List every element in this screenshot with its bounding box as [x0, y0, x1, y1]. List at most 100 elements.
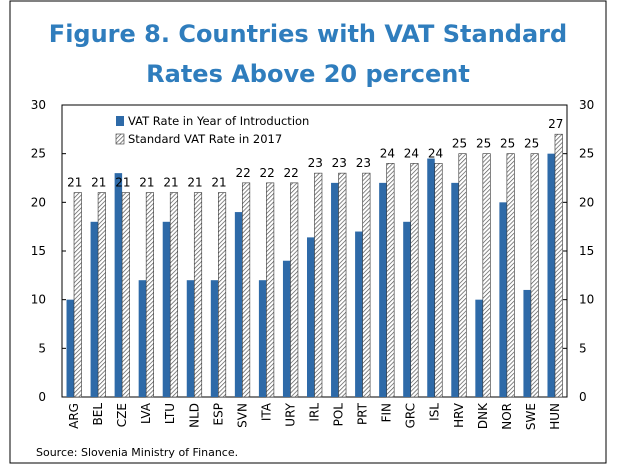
- x-tick-label: LVA: [139, 402, 153, 424]
- bar: [547, 153, 555, 397]
- bar: [499, 202, 507, 397]
- bar: [138, 280, 147, 397]
- bar: [169, 192, 179, 398]
- x-tick-label: ESP: [211, 403, 225, 425]
- bar: [379, 182, 387, 397]
- x-tick-label: PRT: [356, 402, 370, 425]
- x-tick-label: GRC: [404, 403, 418, 428]
- bar: [458, 153, 467, 398]
- bar: [193, 192, 203, 398]
- bar: [403, 221, 411, 397]
- x-tick-label: SWE: [524, 403, 538, 430]
- data-label: 23: [332, 156, 347, 170]
- bar: [482, 153, 491, 398]
- bar: [410, 163, 419, 398]
- data-label: 21: [163, 176, 178, 190]
- bar: [242, 182, 251, 398]
- bar: [186, 280, 195, 397]
- bar: [355, 231, 363, 397]
- bar: [90, 221, 99, 397]
- y2-tick-label: 25: [579, 147, 594, 161]
- y-tick-label: 25: [31, 147, 46, 161]
- source: Source: Slovenia Ministry of Finance.: [36, 446, 238, 459]
- data-label: 23: [356, 156, 371, 170]
- data-label: 25: [500, 137, 515, 151]
- x-tick-label: ARG: [67, 403, 81, 429]
- bar: [234, 212, 243, 397]
- bar: [506, 153, 515, 398]
- data-label: 21: [91, 176, 106, 190]
- legend-swatch: [116, 116, 124, 126]
- x-tick-label: ISL: [428, 403, 442, 421]
- bar: [554, 133, 563, 398]
- x-tick-label: NOR: [500, 403, 514, 430]
- y2-tick-label: 0: [579, 390, 587, 404]
- data-label: 21: [139, 176, 154, 190]
- bar: [258, 280, 267, 397]
- data-label: 25: [476, 137, 491, 151]
- y2-tick-label: 5: [579, 341, 587, 355]
- x-tick-label: CZE: [115, 403, 129, 427]
- bar: [331, 182, 339, 397]
- x-tick-label: LTU: [163, 403, 177, 424]
- data-label: 22: [284, 166, 299, 180]
- legend-label: VAT Rate in Year of Introduction: [128, 114, 309, 128]
- bar: [307, 237, 315, 397]
- bar: [114, 173, 123, 397]
- x-tick-label: FIN: [380, 403, 394, 422]
- data-label: 24: [404, 146, 419, 160]
- bar: [66, 299, 75, 397]
- bar: [73, 192, 82, 398]
- bar: [282, 260, 291, 397]
- bar: [362, 172, 371, 398]
- x-tick-label: POL: [332, 403, 346, 427]
- x-tick-label: BEL: [91, 403, 105, 426]
- bar: [218, 192, 227, 398]
- legend-swatch: [115, 133, 125, 145]
- bar: [162, 221, 171, 397]
- legend-label: Standard VAT Rate in 2017: [128, 132, 282, 146]
- x-tick-label: SVN: [235, 403, 249, 428]
- bar: [210, 280, 219, 397]
- data-label: 24: [428, 146, 443, 160]
- y-tick-label: 0: [38, 390, 46, 404]
- data-label: 21: [67, 176, 82, 190]
- x-tick-label: DNK: [476, 402, 490, 429]
- bar: [451, 182, 459, 397]
- y2-tick-label: 15: [579, 244, 594, 258]
- data-label: 24: [380, 146, 395, 160]
- data-label: 22: [260, 166, 275, 180]
- bar: [145, 192, 154, 398]
- y-tick-label: 15: [31, 244, 46, 258]
- bar: [290, 182, 299, 398]
- data-label: 27: [548, 117, 563, 131]
- y-tick-label: 20: [31, 195, 46, 209]
- x-tick-label: URY: [283, 402, 297, 426]
- x-tick-label: IRL: [308, 403, 322, 422]
- data-label: 22: [235, 166, 250, 180]
- data-label: 25: [452, 137, 467, 151]
- bar: [314, 172, 323, 398]
- y2-tick-label: 10: [579, 293, 594, 307]
- bar: [338, 172, 347, 398]
- data-label: 21: [187, 176, 202, 190]
- data-label: 21: [211, 176, 226, 190]
- y2-tick-label: 30: [579, 98, 594, 112]
- data-label: 25: [524, 137, 539, 151]
- x-tick-label: NLD: [187, 403, 201, 428]
- x-tick-label: ITA: [259, 402, 273, 421]
- bar: [427, 158, 435, 397]
- frame: [9, 0, 607, 464]
- chart-title: Figure 8. Countries with VAT Standard: [49, 20, 567, 48]
- x-tick-label: HUN: [548, 403, 562, 430]
- bar: [121, 192, 130, 398]
- chart-title: Rates Above 20 percent: [146, 60, 470, 88]
- y2-tick-label: 20: [579, 195, 594, 209]
- bar: [530, 153, 539, 398]
- data-label: 23: [308, 156, 323, 170]
- y-tick-label: 30: [31, 98, 46, 112]
- data-label: 21: [115, 176, 130, 190]
- y-tick-label: 10: [31, 293, 46, 307]
- bar: [97, 192, 106, 398]
